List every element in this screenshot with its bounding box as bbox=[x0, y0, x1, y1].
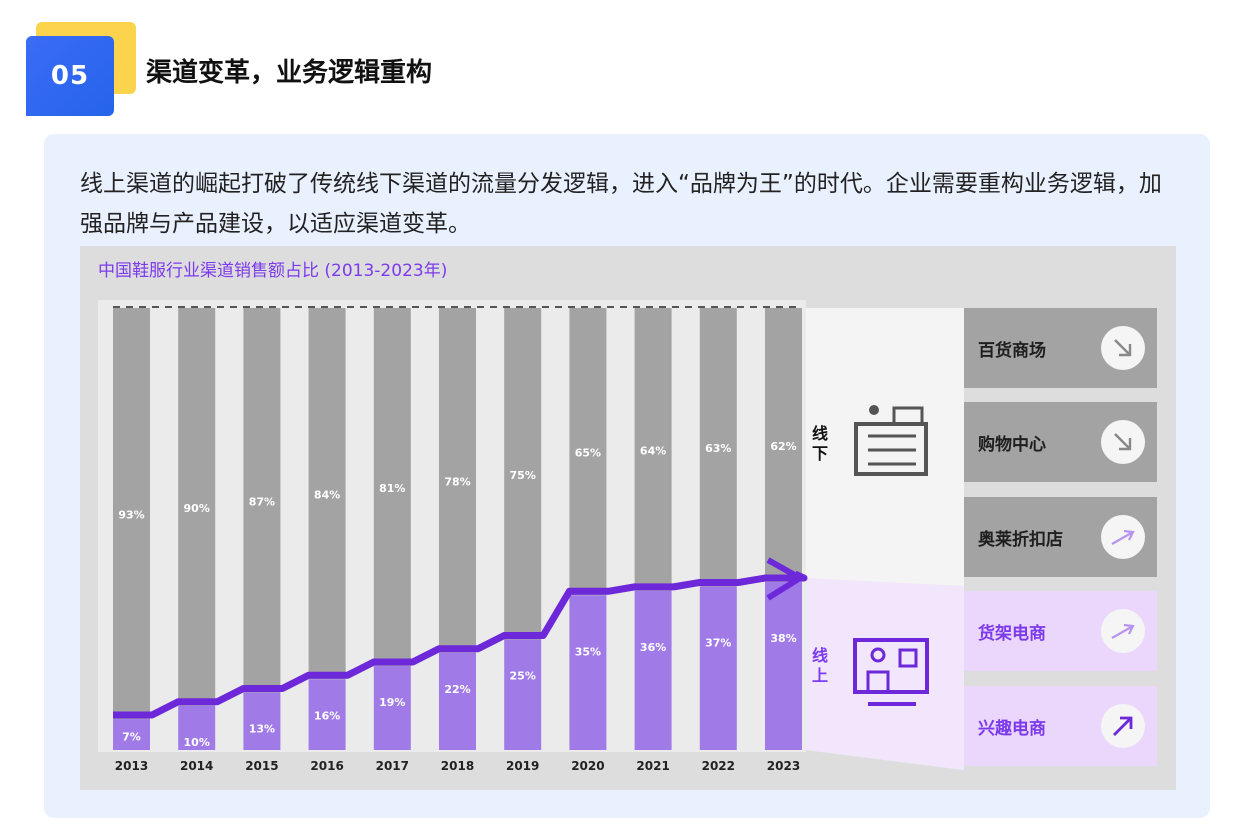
channel-label: 百货商场 bbox=[978, 340, 1046, 361]
offline-bar bbox=[373, 308, 411, 667]
offline-value-label: 93% bbox=[118, 509, 144, 522]
channel-label: 兴趣电商 bbox=[978, 718, 1046, 739]
offline-bar bbox=[765, 308, 802, 583]
x-tick-label: 2018 bbox=[441, 759, 474, 773]
online-terminal-icon-screen bbox=[898, 648, 918, 668]
store-screen-icon bbox=[892, 406, 924, 426]
x-tick-label: 2015 bbox=[245, 759, 278, 773]
offline-bar bbox=[569, 308, 607, 596]
arrow-up-right-strong-icon bbox=[1101, 704, 1145, 748]
online-terminal-icon bbox=[853, 638, 929, 694]
arrow-down-right-icon bbox=[1101, 420, 1145, 464]
offline-value-label: 63% bbox=[705, 442, 731, 455]
offline-label: 线下 bbox=[808, 424, 832, 464]
offline-bar bbox=[634, 308, 672, 591]
x-tick-label: 2020 bbox=[571, 759, 604, 773]
offline-value-label: 81% bbox=[379, 482, 405, 495]
online-value-label: 36% bbox=[640, 641, 666, 654]
online-value-label: 19% bbox=[379, 696, 405, 709]
arrow-up-right-icon bbox=[1101, 515, 1145, 559]
channel-row-shopping-center: 购物中心 bbox=[964, 402, 1157, 482]
channel-label: 货架电商 bbox=[978, 623, 1046, 644]
online-label-text: 线上 bbox=[812, 646, 829, 685]
channel-row-department-store: 百货商场 bbox=[964, 308, 1157, 388]
store-person-icon bbox=[869, 405, 879, 415]
online-bar bbox=[243, 692, 281, 750]
online-value-label: 10% bbox=[184, 736, 210, 749]
channel-row-outlet: 奥莱折扣店 bbox=[964, 497, 1157, 577]
x-tick-label: 2014 bbox=[180, 759, 213, 773]
section-title: 渠道变革，业务逻辑重构 bbox=[146, 58, 433, 88]
x-tick-label: 2016 bbox=[310, 759, 343, 773]
online-bar bbox=[634, 590, 672, 750]
section-number: 05 bbox=[26, 36, 114, 116]
online-bar bbox=[113, 719, 150, 750]
channel-row-shelf-ecommerce: 货架电商 bbox=[964, 591, 1157, 671]
online-bar bbox=[765, 582, 802, 750]
offline-bar bbox=[439, 308, 476, 653]
offline-bar bbox=[504, 308, 542, 640]
x-tick-label: 2019 bbox=[506, 759, 539, 773]
offline-bar bbox=[113, 308, 150, 720]
online-value-label: 22% bbox=[444, 683, 470, 696]
online-bar bbox=[308, 679, 346, 750]
trend-arrowhead bbox=[766, 557, 803, 601]
online-value-label: 37% bbox=[705, 636, 731, 649]
online-value-label: 7% bbox=[122, 731, 141, 744]
intro-paragraph: 线上渠道的崛起打破了传统线下渠道的流量分发逻辑，进入“品牌为王”的时代。企业需要… bbox=[80, 171, 1162, 237]
online-value-label: 25% bbox=[510, 670, 536, 683]
offline-value-label: 64% bbox=[640, 444, 666, 457]
online-bar bbox=[373, 666, 411, 750]
store-counter-icon bbox=[854, 422, 928, 476]
channel-row-interest-ecommerce: 兴趣电商 bbox=[964, 686, 1157, 766]
x-tick-label: 2021 bbox=[636, 759, 669, 773]
offline-value-label: 78% bbox=[444, 475, 470, 488]
online-value-label: 38% bbox=[770, 632, 796, 645]
online-bar bbox=[439, 652, 476, 750]
online-bar bbox=[178, 705, 216, 750]
online-panel-bg bbox=[806, 578, 964, 770]
offline-value-label: 84% bbox=[314, 489, 340, 502]
online-bar bbox=[699, 586, 737, 750]
offline-bar bbox=[243, 308, 281, 693]
section-badge: 05 bbox=[26, 22, 136, 120]
offline-value-label: 90% bbox=[184, 502, 210, 515]
online-terminal-icon-person bbox=[870, 647, 886, 663]
channel-label: 奥莱折扣店 bbox=[978, 529, 1063, 550]
offline-value-label: 87% bbox=[249, 495, 275, 508]
online-bar bbox=[569, 595, 607, 750]
offline-value-label: 62% bbox=[770, 440, 796, 453]
x-tick-label: 2017 bbox=[376, 759, 409, 773]
offline-value-label: 75% bbox=[510, 469, 536, 482]
online-bar bbox=[504, 639, 542, 750]
offline-bar bbox=[699, 308, 737, 587]
online-terminal-icon-body bbox=[866, 670, 890, 690]
x-tick-label: 2023 bbox=[767, 759, 800, 773]
online-value-label: 16% bbox=[314, 709, 340, 722]
online-value-label: 13% bbox=[249, 723, 275, 736]
channel-label: 购物中心 bbox=[978, 434, 1046, 455]
online-trend-line bbox=[113, 570, 808, 719]
x-tick-label: 2022 bbox=[702, 759, 735, 773]
x-tick-label: 2013 bbox=[115, 759, 148, 773]
arrow-up-right-icon bbox=[1101, 609, 1145, 653]
arrow-down-right-icon bbox=[1101, 326, 1145, 370]
offline-bar bbox=[308, 308, 346, 680]
offline-bar bbox=[178, 308, 216, 706]
chart-title: 中国鞋服行业渠道销售额占比 (2013-2023年) bbox=[98, 261, 448, 281]
online-value-label: 35% bbox=[575, 645, 601, 658]
offline-label-text: 线下 bbox=[812, 424, 829, 463]
online-label: 线上 bbox=[808, 646, 832, 686]
offline-value-label: 65% bbox=[575, 447, 601, 460]
